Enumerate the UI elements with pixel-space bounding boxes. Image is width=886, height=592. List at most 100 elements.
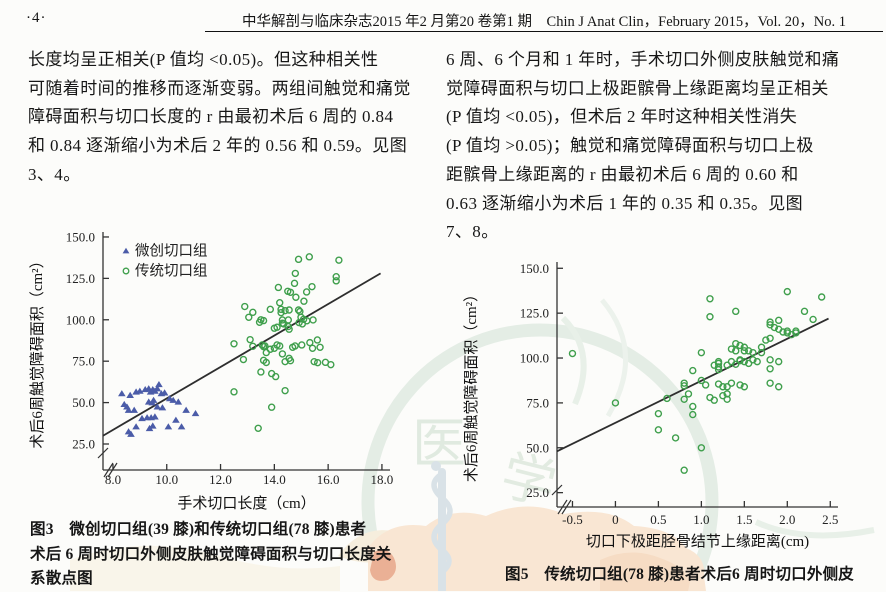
data-point-circle [274, 283, 283, 292]
data-point-circle [300, 297, 308, 305]
data-point-circle [766, 365, 774, 373]
data-point-circle [246, 335, 254, 344]
data-point-circle [680, 466, 688, 474]
data-point-circle [740, 357, 749, 366]
data-point-triangle [172, 416, 180, 423]
data-point-circle [266, 345, 275, 353]
data-point-circle [727, 345, 736, 353]
data-point-circle [684, 390, 693, 398]
data-point-circle [787, 330, 796, 339]
trend-line [102, 272, 382, 437]
data-point-circle [278, 350, 287, 358]
data-point-triangle [169, 396, 178, 403]
data-point-circle [230, 388, 238, 396]
figure3-caption: 图3 微创切口组(39 膝)和传统切口组(78 膝)患者 术后 6 周时切口外侧… [30, 518, 438, 592]
paragraph-line: (P 值均 <0.05)，但术后 2 年时这种相关性消失 [446, 107, 798, 127]
data-point-circle [568, 349, 577, 358]
data-point-circle [697, 348, 706, 357]
data-point-circle [313, 336, 322, 344]
data-point-circle [792, 329, 800, 337]
data-point-circle [276, 299, 284, 307]
data-point-circle [766, 379, 774, 387]
data-point-circle [753, 357, 761, 366]
figure5-caption: 图5 传统切口组(78 膝)患者术后6 周时切口外侧皮 [505, 566, 854, 583]
paragraph-line: 3、4。 [28, 164, 81, 184]
data-point-circle [732, 307, 740, 316]
data-point-circle [309, 316, 317, 324]
y-tick-label: 50.0 [72, 395, 95, 410]
data-point-circle [281, 386, 289, 395]
data-point-circle [710, 361, 718, 369]
legend-marker-circle [122, 267, 130, 275]
data-point-circle [285, 306, 293, 314]
y-tick-label: 25.0 [526, 485, 549, 500]
y-tick-label: 75.0 [72, 354, 95, 369]
data-point-triangle [182, 406, 190, 413]
y-tick-label: 125.0 [66, 271, 95, 286]
x-tick-label: 1.0 [693, 512, 709, 527]
watermark-ribbon [560, 315, 587, 406]
data-point-circle [680, 382, 688, 390]
data-point-circle [732, 347, 740, 355]
y-tick-label: 100.0 [66, 312, 95, 327]
paragraph-line: 障碍面积与切口长度的 r 由最初术后 6 周的 0.84 [28, 107, 394, 127]
data-point-circle [305, 253, 314, 261]
data-point-circle [262, 348, 270, 357]
caption-line: 图3 微创切口组(39 膝)和传统切口组(78 膝)患者 [30, 521, 367, 538]
paragraph-line: 0.63 逐渐缩小为术后 1 年的 0.35 和 0.35。见图 [446, 193, 804, 213]
watermark-ribbon [754, 519, 875, 539]
data-point-circle [306, 338, 314, 347]
data-point-circle [706, 295, 714, 303]
data-point-circle [654, 409, 663, 418]
y-tick-label: 75.0 [526, 395, 549, 410]
x-tick-label: 8.0 [105, 472, 121, 487]
header-rule [205, 31, 883, 32]
data-point-circle [671, 434, 680, 442]
data-point-circle [779, 328, 787, 336]
watermark-red-accent [370, 550, 396, 581]
y-tick-label: 25.0 [72, 436, 95, 451]
data-point-circle [327, 360, 335, 369]
data-point-triangle [148, 422, 157, 429]
x-axis-label: 切口下极距胫骨结节上缘距离(cm) [586, 533, 809, 550]
data-point-circle [689, 410, 697, 419]
data-point-triangle [126, 391, 134, 398]
data-point-circle [775, 383, 783, 391]
data-point-circle [723, 383, 731, 391]
left-column-paragraph: 长度均呈正相关(P 值均 <0.05)。但这种相关性 可随着时间的推移而逐渐变弱… [28, 46, 442, 190]
data-point-circle [291, 342, 299, 350]
data-point-circle [285, 325, 293, 333]
data-point-circle [783, 287, 791, 296]
data-point-circle [817, 293, 826, 301]
data-point-circle [749, 356, 757, 364]
data-point-circle [714, 365, 723, 374]
data-point-circle [313, 358, 322, 367]
y-tick-label: 125.0 [520, 306, 549, 321]
x-tick-label: -0.5 [562, 512, 583, 527]
data-point-circle [736, 357, 744, 365]
paragraph-line: (P 值均 >0.05)；触觉和痛觉障碍面积与切口上极 [446, 136, 814, 156]
data-point-circle [277, 308, 285, 317]
right-column-paragraph: 6 周、6 个月和 1 年时，手术切口外侧皮肤触觉和痛 觉障碍面积与切口上极距髌… [446, 46, 880, 247]
data-point-triangle [132, 423, 140, 430]
data-point-circle [697, 444, 706, 452]
data-point-circle [267, 403, 276, 411]
watermark-snake [431, 471, 453, 575]
data-point-circle [308, 282, 316, 291]
data-point-circle [335, 256, 343, 264]
data-point-triangle [153, 403, 162, 410]
data-point-circle [291, 269, 300, 278]
data-point-circle [611, 399, 620, 407]
data-point-circle [723, 361, 731, 369]
data-point-circle [310, 357, 318, 366]
x-tick-label: 0 [612, 512, 619, 527]
x-tick-label: 1.5 [736, 512, 752, 527]
data-point-circle [245, 313, 253, 321]
caption-line: 系散点图 [30, 570, 93, 587]
y-tick-label: 150.0 [520, 261, 549, 276]
data-point-circle [298, 341, 306, 349]
data-point-circle [271, 372, 280, 381]
data-point-circle [775, 357, 783, 366]
data-point-circle [736, 341, 744, 350]
